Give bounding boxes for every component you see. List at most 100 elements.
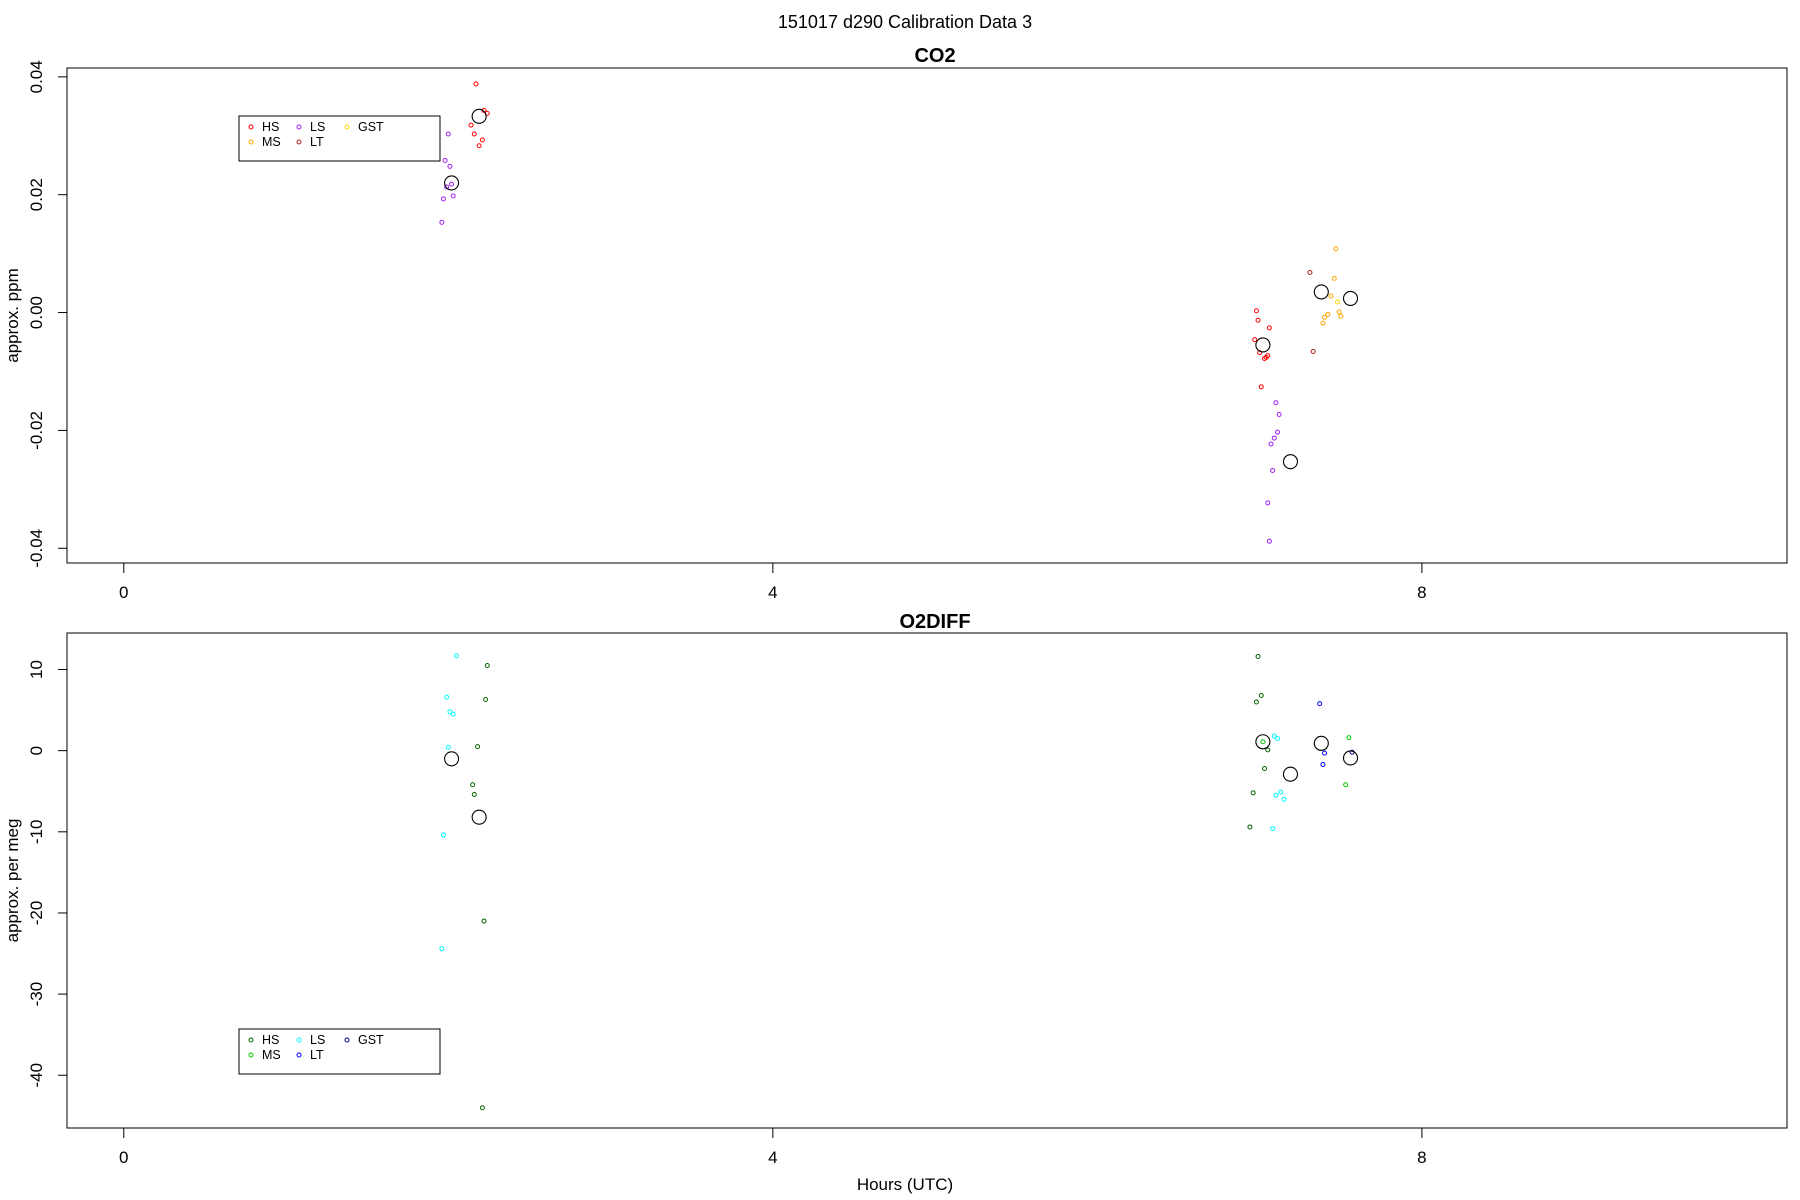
figure-title: 151017 d290 Calibration Data 3: [778, 12, 1032, 32]
legend-label: MS: [262, 135, 281, 149]
data-point: [1266, 325, 1272, 331]
data-point: [1320, 320, 1326, 326]
data-point: [444, 694, 450, 700]
data-point: [1346, 735, 1352, 741]
y-tick-label: 0.00: [27, 296, 46, 329]
y-axis-label: approx. ppm: [3, 268, 22, 363]
y-axis-label: approx. per meg: [3, 819, 22, 943]
legend-marker: [248, 1037, 254, 1043]
legend-label: GST: [358, 1033, 384, 1047]
legend-marker: [344, 1037, 350, 1043]
data-point: [1270, 467, 1276, 473]
mean-marker: [1255, 337, 1271, 353]
series-means: [444, 734, 1359, 825]
data-point: [1331, 275, 1337, 281]
series-hs: [468, 81, 1272, 390]
mean-marker: [471, 809, 487, 825]
series-lt: [1307, 269, 1316, 354]
x-tick-label: 0: [119, 583, 128, 602]
panel-title: CO2: [914, 45, 955, 67]
legend-label: LS: [310, 120, 325, 134]
data-point: [450, 711, 456, 717]
y-tick-label: 0.04: [27, 60, 46, 93]
data-point: [1338, 313, 1344, 319]
mean-marker: [1342, 750, 1359, 766]
data-point: [1253, 699, 1259, 705]
mean-marker: [1342, 290, 1359, 306]
data-point: [1278, 789, 1284, 795]
mean-marker: [444, 175, 460, 191]
data-point: [1247, 824, 1253, 830]
data-point: [1328, 293, 1334, 299]
data-point: [483, 697, 489, 703]
data-point: [1262, 766, 1268, 772]
y-tick-label: -30: [27, 982, 46, 1007]
mean-marker: [1282, 766, 1299, 782]
data-point: [1255, 654, 1261, 660]
data-point: [1336, 309, 1342, 315]
legend-label: LS: [310, 1033, 325, 1047]
legend-marker: [296, 139, 302, 145]
series-hs: [470, 654, 1271, 1111]
series-means: [444, 108, 1359, 470]
data-point: [481, 918, 487, 924]
legend-marker: [248, 139, 254, 145]
x-tick-label: 4: [768, 1148, 777, 1167]
data-point: [473, 81, 479, 87]
data-point: [1335, 299, 1341, 305]
mean-marker: [1282, 454, 1299, 470]
legend-marker: [296, 1052, 302, 1058]
data-point: [1263, 354, 1269, 360]
y-tick-label: -0.02: [27, 411, 46, 450]
data-point: [1274, 735, 1280, 741]
y-tick-label: -0.04: [27, 529, 46, 568]
data-point: [475, 744, 481, 750]
data-point: [471, 131, 477, 137]
x-tick-label: 8: [1417, 1148, 1426, 1167]
data-point: [440, 832, 446, 838]
x-tick-label: 4: [768, 583, 777, 602]
data-point: [439, 946, 445, 952]
series-ls: [439, 131, 1282, 544]
y-tick-label: -40: [27, 1063, 46, 1088]
y-tick-label: -20: [27, 901, 46, 926]
data-point: [1343, 782, 1349, 788]
data-point: [1310, 348, 1316, 354]
legend-label: GST: [358, 120, 384, 134]
data-point: [445, 131, 451, 137]
data-point: [1266, 538, 1272, 544]
data-point: [445, 744, 451, 750]
series-lt: [1317, 701, 1328, 767]
mean-marker: [1255, 734, 1271, 750]
data-point: [1258, 692, 1264, 698]
data-point: [1274, 429, 1280, 435]
data-point: [1252, 337, 1258, 343]
data-point: [447, 163, 453, 169]
data-point: [1258, 384, 1264, 390]
data-point: [1253, 308, 1259, 314]
data-point: [450, 193, 456, 199]
y-tick-label: 0.02: [27, 178, 46, 211]
legend-marker: [344, 124, 350, 130]
data-point: [1268, 441, 1274, 447]
data-point: [1276, 412, 1282, 417]
data-point: [1307, 269, 1313, 275]
legend-box: [238, 115, 441, 162]
x-tick-label: 0: [119, 1148, 128, 1167]
data-point: [1317, 701, 1323, 707]
data-point: [1320, 761, 1326, 767]
data-point: [484, 662, 490, 668]
data-point: [468, 122, 474, 128]
y-tick-label: -10: [27, 820, 46, 845]
y-tick-label: 0: [27, 746, 46, 755]
data-point: [1255, 317, 1261, 323]
data-point: [1250, 790, 1256, 796]
legend-label: HS: [262, 120, 279, 134]
panel-title: O2DIFF: [899, 611, 970, 633]
data-point: [1271, 733, 1277, 739]
legend-label: MS: [262, 1048, 281, 1062]
data-point: [453, 653, 459, 659]
data-point: [1265, 747, 1271, 753]
